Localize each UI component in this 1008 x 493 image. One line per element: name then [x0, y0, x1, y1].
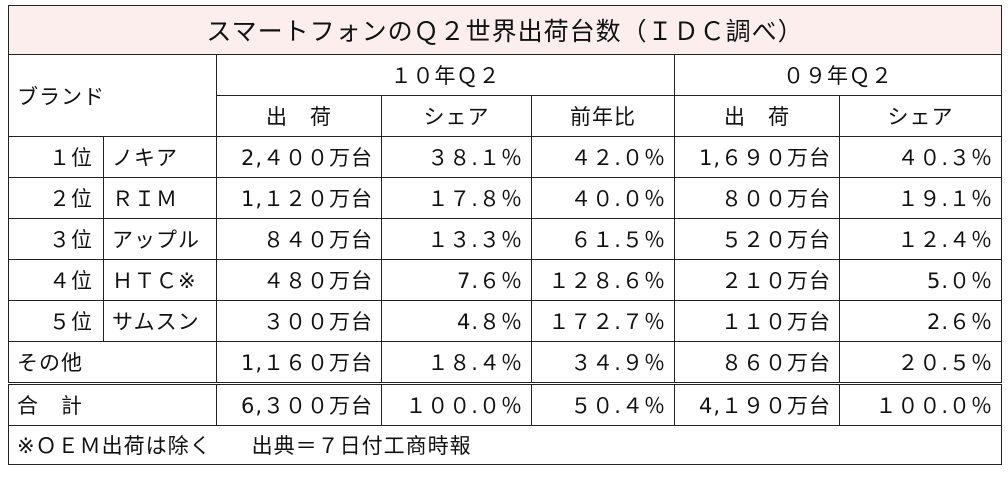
share09-cell: 2.６％: [838, 300, 1003, 342]
share09-cell: 5.０％: [838, 259, 1003, 301]
period-2009-header: ０９年Ｑ２: [673, 54, 1003, 96]
ship09-cell: ８００万台: [674, 177, 840, 219]
brand-cell: ノキア: [103, 136, 217, 178]
share09-cell: ４０.３％: [838, 136, 1003, 178]
ship10-cell: 2,４００万台: [216, 136, 382, 178]
rank-cell: ５位: [8, 300, 104, 342]
other-label: その他: [8, 341, 217, 384]
brand-cell: アップル: [103, 218, 217, 260]
share09-cell: ２０.５％: [838, 341, 1003, 384]
table-row: ３位 アップル ８４０万台 １３.３％ ６１.５％ ５２０万台 １２.４％: [8, 218, 1003, 260]
yoy-cell: ４０.０％: [531, 177, 675, 219]
yoy-cell: １７２.７％: [531, 300, 675, 342]
title-row: スマートフォンのＱ２世界出荷台数（ＩＤＣ調べ）: [7, 5, 1003, 55]
note-row: ※ＯＥＭ出荷は除く 出典＝７日付工商時報: [7, 425, 1003, 465]
yoy-cell: ５０.４％: [531, 382, 675, 426]
oem-note: ※ＯＥＭ出荷は除く: [17, 434, 212, 458]
table-row: ４位 ＨＴＣ※ ４８０万台 7.６％ １２８.６％ ２１０万台 5.０％: [8, 259, 1003, 301]
table-row: ２位 ＲＩＭ 1,１２０万台 １７.８％ ４０.０％ ８００万台 １９.１％: [8, 177, 1003, 219]
brand-cell: ＲＩＭ: [103, 177, 217, 219]
ship10-cell: ８４０万台: [216, 218, 382, 260]
brand-cell: サムスン: [103, 300, 217, 342]
total-label: 合 計: [8, 382, 217, 426]
rank-cell: ４位: [8, 259, 104, 301]
ship10-cell: 6,３００万台: [216, 382, 382, 426]
yoy-cell: ４２.０％: [531, 136, 675, 178]
header-row-1: ブランド １０年Ｑ２ ０９年Ｑ２: [8, 54, 1003, 137]
rank-cell: ３位: [8, 218, 104, 260]
share09-cell: １９.１％: [838, 177, 1003, 219]
yoy-cell: ６１.５％: [531, 218, 675, 260]
ship09-cell: ５２０万台: [674, 218, 840, 260]
total-row: 合 計 6,３００万台 １００.０％ ５０.４％ 4,１９０万台 １００.０％: [8, 382, 1003, 426]
col-share-2010: シェア: [381, 95, 532, 137]
yoy-cell: ３４.９％: [531, 341, 675, 384]
ship09-cell: 4,１９０万台: [674, 382, 840, 426]
ship09-cell: 1,６９０万台: [674, 136, 840, 178]
brand-header: ブランド: [8, 54, 217, 137]
table-row: １位 ノキア 2,４００万台 ３８.１％ ４２.０％ 1,６９０万台 ４０.３％: [8, 136, 1003, 178]
share10-cell: １８.４％: [381, 341, 532, 384]
share10-cell: １７.８％: [381, 177, 532, 219]
period-2010-header: １０年Ｑ２: [216, 54, 675, 96]
share09-cell: １００.０％: [838, 382, 1003, 426]
ship09-cell: ２１０万台: [674, 259, 840, 301]
ship10-cell: 1,１６０万台: [216, 341, 382, 384]
source-note: 出典＝７日付工商時報: [251, 434, 472, 458]
note-cell: ※ＯＥＭ出荷は除く 出典＝７日付工商時報: [7, 425, 1003, 465]
brand-cell: ＨＴＣ※: [103, 259, 217, 301]
col-shipments-2010: 出 荷: [216, 95, 382, 137]
share09-cell: １２.４％: [838, 218, 1003, 260]
share10-cell: 7.６％: [381, 259, 532, 301]
shipment-table: スマートフォンのＱ２世界出荷台数（ＩＤＣ調べ） ブランド １０年Ｑ２ ０９年Ｑ２…: [7, 5, 1003, 465]
table-row: ５位 サムスン ３００万台 4.８％ １７２.７％ １１０万台 2.６％: [8, 300, 1003, 342]
ship10-cell: ３００万台: [216, 300, 382, 342]
ship09-cell: １１０万台: [674, 300, 840, 342]
col-share-2009: シェア: [838, 95, 1003, 137]
col-yoy: 前年比: [531, 95, 675, 137]
rank-cell: ２位: [8, 177, 104, 219]
ship10-cell: ４８０万台: [216, 259, 382, 301]
rank-cell: １位: [8, 136, 104, 178]
share10-cell: 4.８％: [381, 300, 532, 342]
yoy-cell: １２８.６％: [531, 259, 675, 301]
share10-cell: ３８.１％: [381, 136, 532, 178]
shipment-table-wrap: スマートフォンのＱ２世界出荷台数（ＩＤＣ調べ） ブランド １０年Ｑ２ ０９年Ｑ２…: [7, 5, 1003, 465]
table-title: スマートフォンのＱ２世界出荷台数（ＩＤＣ調べ）: [7, 5, 1003, 55]
other-row: その他 1,１６０万台 １８.４％ ３４.９％ ８６０万台 ２０.５％: [8, 341, 1003, 384]
col-shipments-2009: 出 荷: [674, 95, 840, 137]
ship09-cell: ８６０万台: [674, 341, 840, 384]
share10-cell: １３.３％: [381, 218, 532, 260]
ship10-cell: 1,１２０万台: [216, 177, 382, 219]
share10-cell: １００.０％: [381, 382, 532, 426]
